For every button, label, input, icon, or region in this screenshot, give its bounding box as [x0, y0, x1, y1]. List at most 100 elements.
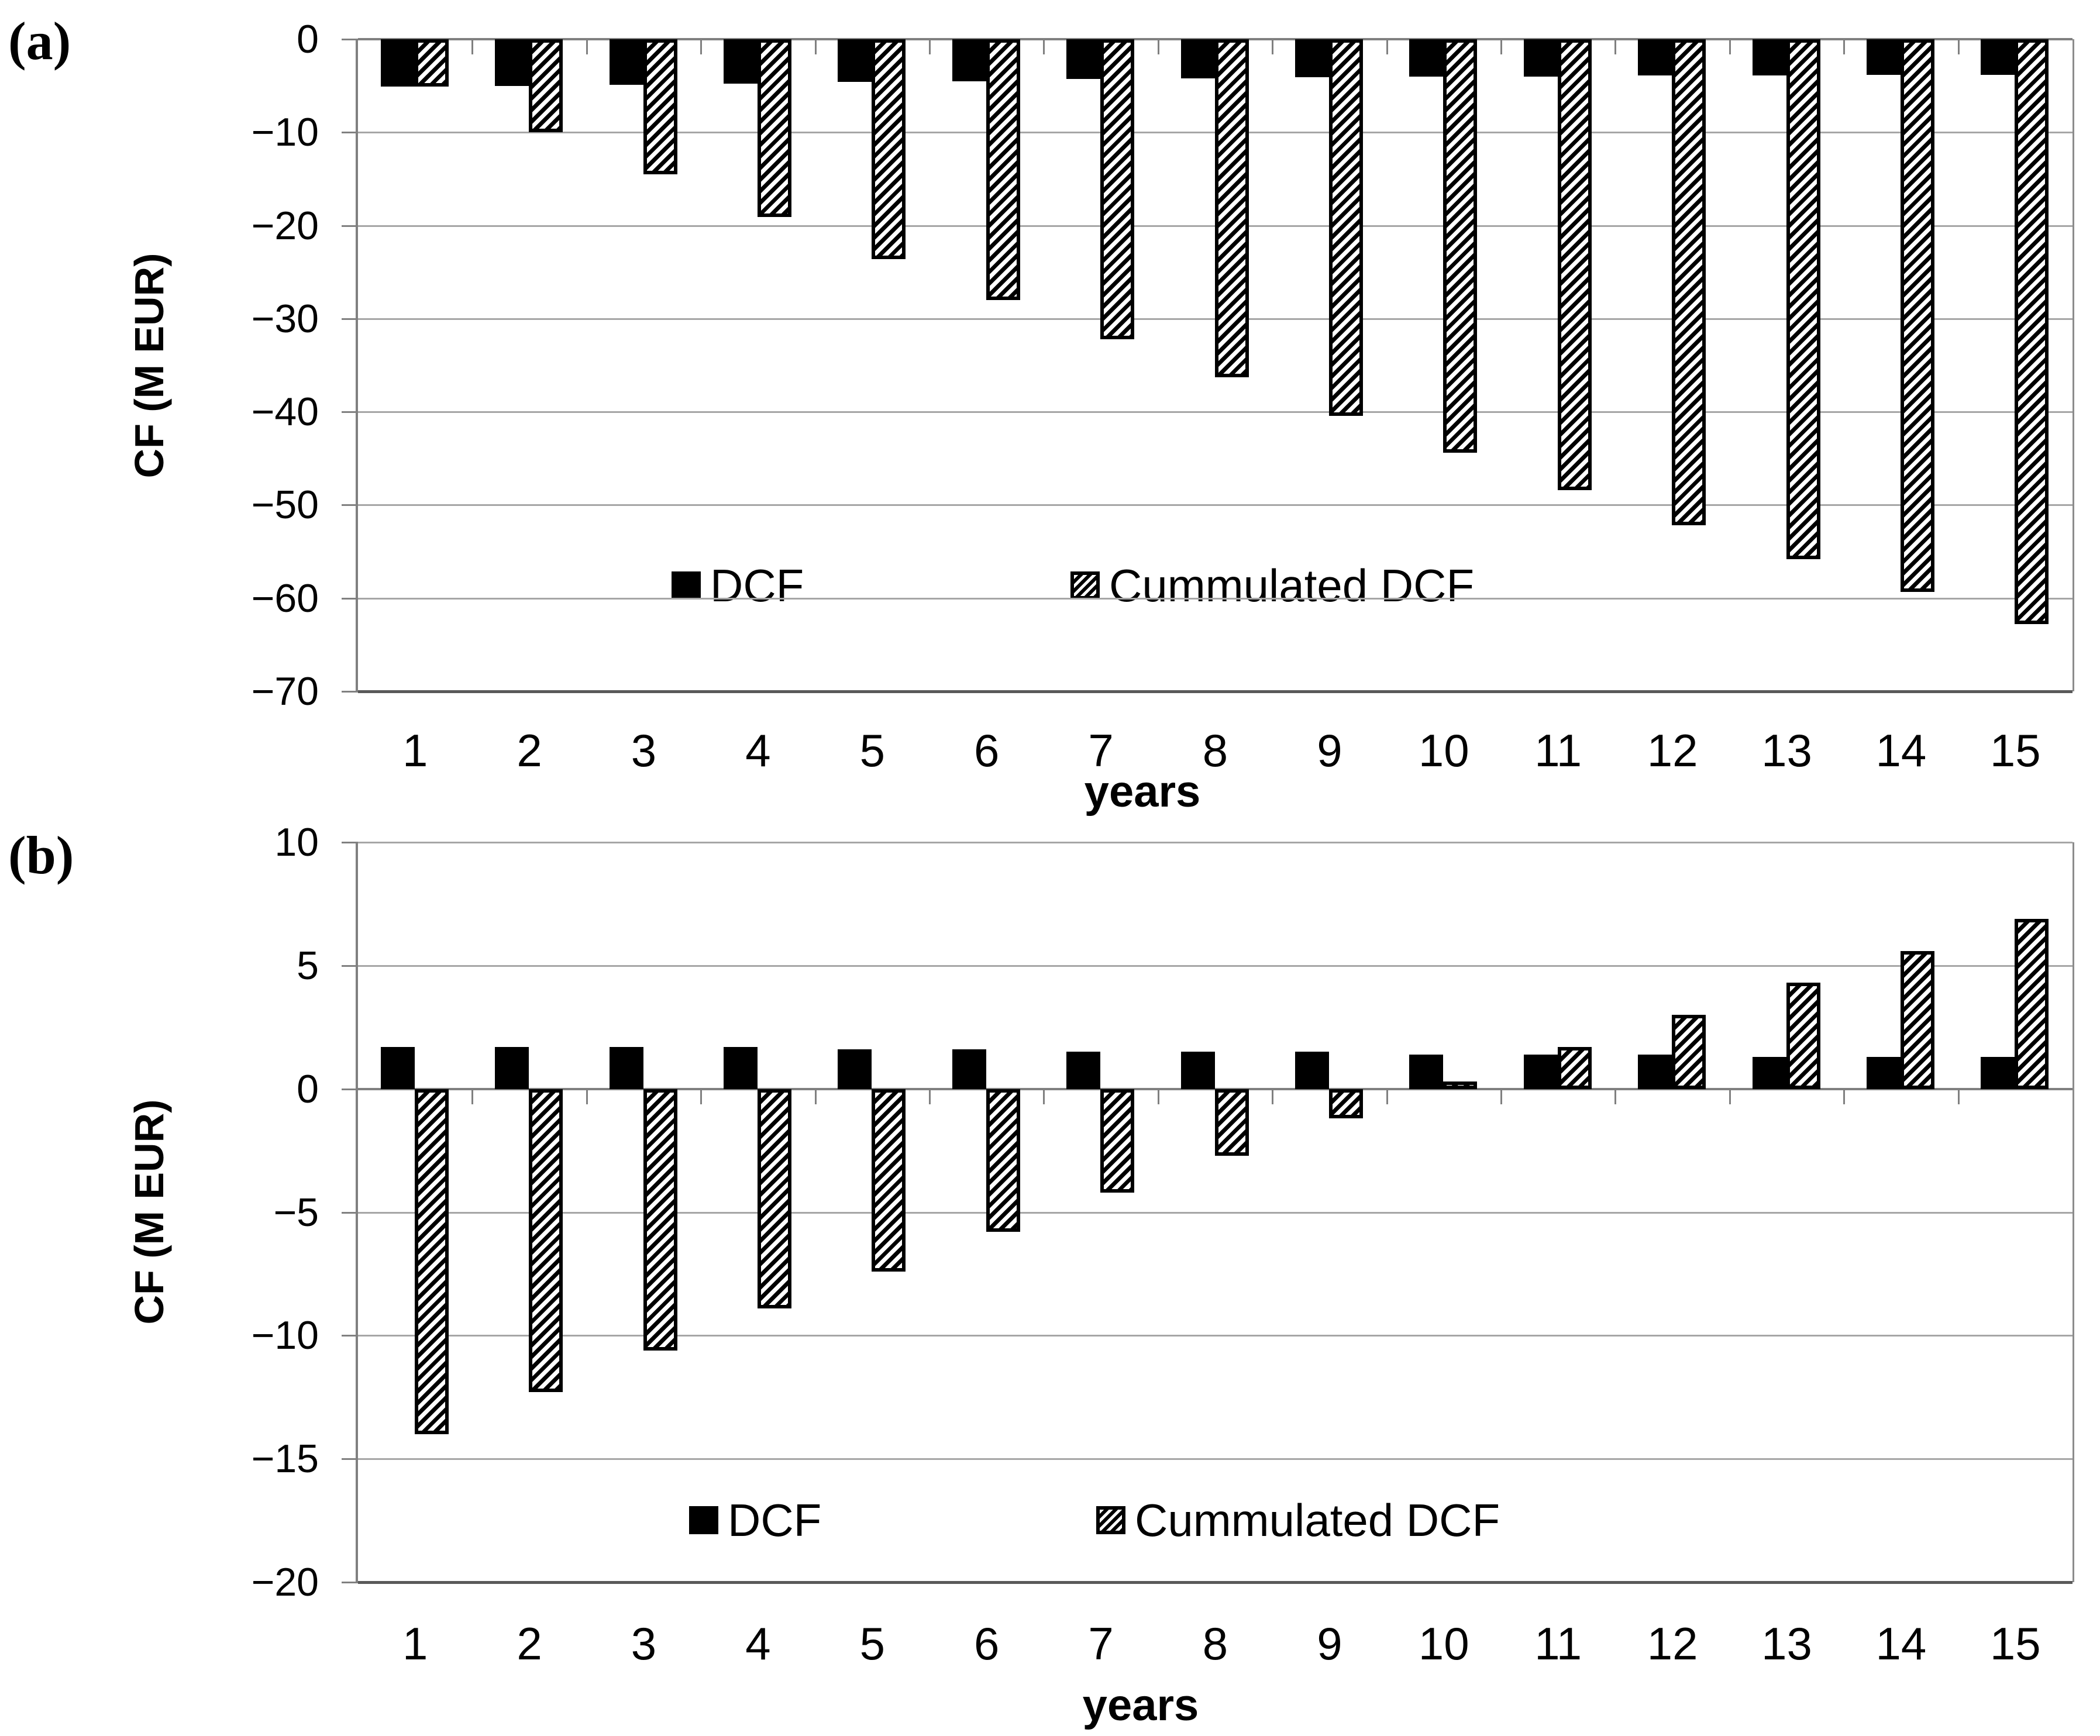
- x-tick-label: 1: [402, 725, 428, 776]
- dcf-bar-year-11: [1523, 1054, 1558, 1089]
- x-axis-tick: [471, 1089, 474, 1104]
- x-axis-tick: [1157, 1089, 1159, 1104]
- x-axis-tick: [1843, 39, 1846, 54]
- x-tick-label: 3: [631, 1618, 657, 1669]
- x-axis-tick: [1957, 1089, 1960, 1104]
- hatched-bar-swatch-icon: [1096, 1506, 1125, 1534]
- x-tick-label: 2: [517, 1618, 542, 1669]
- x-tick-label: 7: [1088, 1618, 1114, 1669]
- cummulated-dcf-bar-year-5: [872, 1089, 906, 1272]
- dcf-bar-year-10: [1409, 39, 1444, 77]
- x-tick-label: 4: [745, 725, 771, 776]
- dcf-bar-year-3: [609, 1046, 643, 1089]
- x-tick-label: 15: [1989, 1618, 2041, 1669]
- dcf-bar-year-6: [952, 1049, 986, 1089]
- dcf-bar-year-8: [1180, 1052, 1215, 1089]
- dcf-bar-year-14: [1866, 39, 1901, 75]
- x-tick-label: 13: [1761, 725, 1812, 776]
- y-axis-tick: [342, 691, 358, 693]
- gridline-10: [358, 842, 2073, 843]
- solid-bar-swatch-icon: [672, 571, 701, 600]
- x-tick-label: 14: [1875, 725, 1927, 776]
- x-tick-label: 11: [1534, 1618, 1582, 1669]
- x-axis-tick: [471, 39, 474, 54]
- x-tick-label: 11: [1534, 725, 1582, 776]
- cummulated-dcf-bar-year-2: [529, 1089, 563, 1393]
- dcf-bar-year-3: [609, 39, 643, 85]
- dcf-bar-year-7: [1066, 1052, 1101, 1089]
- x-tick-label: 12: [1647, 725, 1698, 776]
- x-tick-label: 10: [1418, 725, 1469, 776]
- y-axis-tick: [342, 1335, 358, 1337]
- x-tick-label: 9: [1317, 1618, 1342, 1669]
- y-tick-label: −40: [251, 390, 319, 435]
- gridline--20: [358, 1581, 2073, 1584]
- x-tick-label: 10: [1418, 1618, 1469, 1669]
- y-axis-tick: [342, 597, 358, 600]
- x-tick-label: 6: [973, 725, 1000, 776]
- y-axis-tick: [342, 411, 358, 414]
- panel-b-legend-dcf-label: DCF: [728, 1494, 822, 1546]
- x-tick-label: 2: [517, 725, 542, 776]
- x-tick-label: 12: [1647, 1618, 1698, 1669]
- x-axis-tick: [1729, 39, 1731, 54]
- y-axis-tick: [342, 504, 358, 507]
- y-tick-label: 0: [297, 17, 319, 61]
- x-tick-label: 9: [1317, 725, 1342, 776]
- cummulated-dcf-bar-year-13: [1786, 39, 1820, 559]
- dcf-bar-year-5: [838, 39, 872, 82]
- y-axis-tick: [342, 842, 358, 843]
- x-axis-tick: [1043, 39, 1045, 54]
- dcf-bar-year-14: [1866, 1056, 1901, 1089]
- panel-b-legend-cummulated-dcf-label: Cummulated DCF: [1135, 1494, 1500, 1546]
- dcf-bar-year-1: [380, 1046, 415, 1089]
- y-axis-tick: [342, 1458, 358, 1461]
- panel-b-y-axis-title: CF (M EUR): [126, 1099, 172, 1325]
- gridline--15: [358, 1458, 2073, 1461]
- cummulated-dcf-bar-year-9: [1328, 39, 1363, 416]
- cummulated-dcf-bar-year-10: [1443, 39, 1478, 453]
- x-axis-tick: [1614, 1089, 1617, 1104]
- gridline--10: [358, 1335, 2073, 1337]
- x-tick-label: 13: [1761, 1618, 1812, 1669]
- x-axis-tick: [1272, 39, 1274, 54]
- dcf-bar-year-5: [838, 1049, 872, 1089]
- y-tick-label: −10: [251, 1313, 319, 1358]
- x-axis-tick: [1386, 1089, 1388, 1104]
- x-axis-tick: [929, 1089, 931, 1104]
- y-tick-label: −10: [251, 110, 319, 155]
- x-axis-tick: [1500, 39, 1502, 54]
- cummulated-dcf-bar-year-2: [529, 39, 563, 133]
- dcf-bar-year-7: [1066, 39, 1101, 80]
- x-axis-tick: [700, 1089, 703, 1104]
- y-axis-line: [356, 39, 358, 691]
- cummulated-dcf-bar-year-11: [1557, 1046, 1592, 1089]
- gridline-5: [358, 965, 2073, 967]
- x-axis-tick: [1843, 1089, 1846, 1104]
- x-axis-tick: [1272, 1089, 1274, 1104]
- dcf-bar-year-9: [1295, 39, 1329, 78]
- x-axis-tick: [586, 1089, 588, 1104]
- y-axis-tick: [342, 1582, 358, 1583]
- cummulated-dcf-bar-year-1: [414, 39, 449, 87]
- cummulated-dcf-bar-year-6: [986, 39, 1020, 300]
- cummulated-dcf-bar-year-8: [1214, 39, 1249, 378]
- x-tick-label: 4: [745, 1618, 771, 1669]
- y-tick-label: −20: [251, 203, 319, 248]
- y-axis-tick: [342, 39, 358, 40]
- cummulated-dcf-bar-year-14: [1900, 39, 1934, 592]
- x-tick-label: 14: [1875, 1618, 1927, 1669]
- y-axis-tick: [342, 225, 358, 227]
- solid-bar-swatch-icon: [689, 1506, 718, 1534]
- dcf-bar-year-6: [952, 39, 986, 81]
- hatched-bar-swatch-icon: [1070, 571, 1100, 600]
- cummulated-dcf-bar-year-14: [1900, 950, 1934, 1089]
- x-axis-tick: [1157, 39, 1159, 54]
- plot-right-border: [2073, 842, 2074, 1582]
- y-tick-label: −50: [251, 483, 319, 528]
- y-tick-label: −5: [273, 1190, 319, 1235]
- panel-b-legend-item-dcf: DCF: [689, 1497, 821, 1543]
- y-axis-tick: [342, 132, 358, 134]
- cummulated-dcf-bar-year-7: [1100, 39, 1135, 339]
- cummulated-dcf-bar-year-12: [1672, 39, 1706, 526]
